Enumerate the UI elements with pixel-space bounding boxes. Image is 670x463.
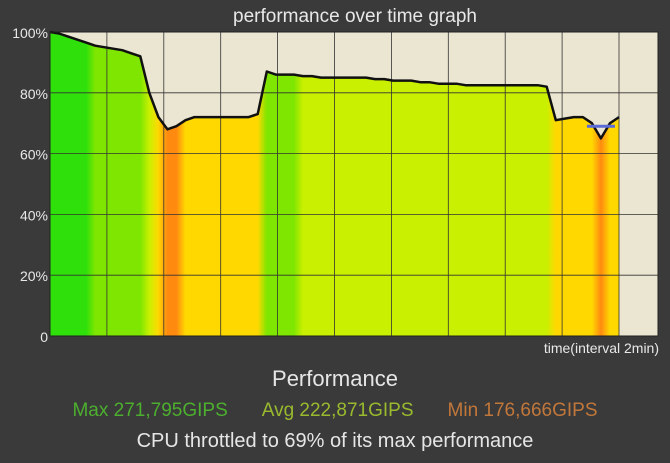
plot-border — [49, 31, 659, 337]
plot-area — [49, 30, 659, 337]
y-tick-label: 100% — [12, 25, 48, 41]
throttle-note: CPU throttled to 69% of its max performa… — [136, 430, 534, 452]
y-tick-label: 0 — [40, 329, 48, 345]
performance-chart: performance over time graph time(interva… — [12, 6, 659, 356]
avg-performance: Avg 222,871GIPS — [261, 400, 414, 421]
x-axis-label: time(interval 2min) — [544, 340, 659, 356]
y-tick-label: 20% — [20, 268, 48, 284]
chart-title: performance over time graph — [233, 6, 477, 27]
y-tick-label: 80% — [20, 86, 48, 102]
y-tick-label: 40% — [20, 207, 48, 223]
performance-heading: Performance — [272, 366, 398, 391]
min-performance: Min 176,666GIPS — [447, 400, 598, 421]
max-performance: Max 271,795GIPS — [72, 400, 228, 421]
y-tick-label: 60% — [20, 147, 48, 163]
performance-line — [49, 30, 620, 140]
stats-row: Max 271,795GIPS Avg 222,871GIPS Min 176,… — [0, 400, 670, 422]
